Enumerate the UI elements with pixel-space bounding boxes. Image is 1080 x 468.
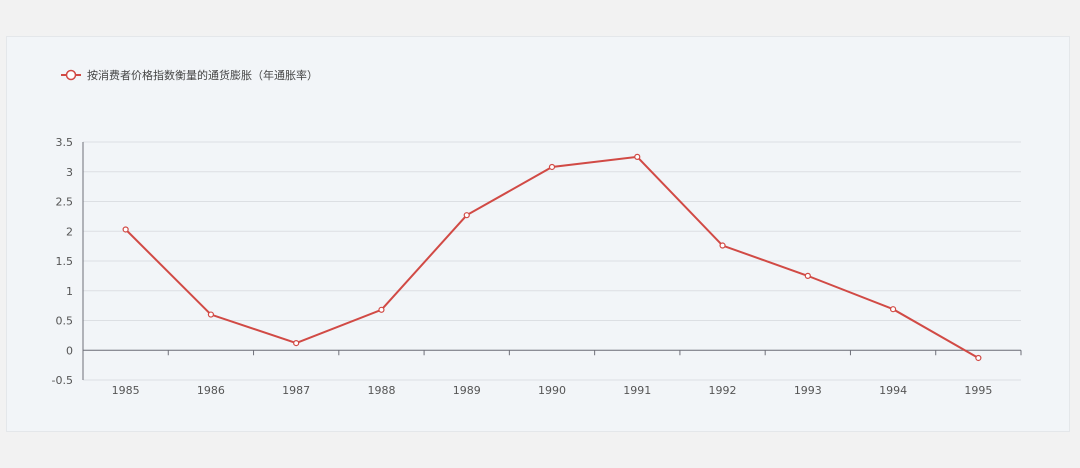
x-tick-label: 1991 bbox=[623, 384, 651, 397]
y-tick-label: 2 bbox=[66, 225, 73, 238]
x-axis: 1985 1986 1987 1988 1989 1990 1991 1992 1993 1994… bbox=[82, 349, 1022, 397]
y-tick-label: -0.5 bbox=[52, 374, 73, 387]
chart-panel: 按消费者价格指数衡量的通货膨胀（年通胀率） -0.5 0 0.5 1 1.5 2 2.5 3 3… bbox=[6, 36, 1070, 432]
data-point bbox=[463, 212, 470, 219]
data-point bbox=[975, 354, 982, 362]
x-tick-label: 1994 bbox=[879, 384, 907, 397]
y-tick-label: 1 bbox=[66, 285, 73, 298]
y-tick-label: 0 bbox=[66, 344, 73, 357]
x-tick-label: 1986 bbox=[197, 384, 225, 397]
y-tick-label: 2.5 bbox=[56, 196, 74, 209]
data-point bbox=[804, 272, 811, 279]
data-point bbox=[548, 163, 556, 171]
x-tick-label: 1992 bbox=[709, 384, 737, 397]
x-tick-label: 1987 bbox=[282, 384, 310, 397]
grid-lines bbox=[83, 141, 1021, 381]
x-tick-label: 1990 bbox=[538, 384, 566, 397]
x-tick-label: 1985 bbox=[112, 384, 140, 397]
data-point bbox=[207, 311, 215, 318]
y-tick-label: 3.5 bbox=[56, 136, 74, 149]
legend-marker bbox=[65, 69, 77, 81]
data-point bbox=[889, 306, 897, 313]
y-tick-label: 3 bbox=[66, 166, 73, 179]
data-point bbox=[719, 242, 726, 249]
x-tick-label: 1989 bbox=[453, 384, 481, 397]
x-tick-label: 1995 bbox=[964, 384, 992, 397]
y-axis: -0.5 0 0.5 1 1.5 2 2.5 3 3.5 bbox=[52, 136, 84, 387]
line-chart: 按消费者价格指数衡量的通货膨胀（年通胀率） -0.5 0 0.5 1 1.5 2 2.5 3 3… bbox=[52, 68, 1022, 397]
data-point bbox=[122, 226, 129, 233]
y-tick-label: 0.5 bbox=[56, 315, 74, 328]
legend[interactable]: 按消费者价格指数衡量的通货膨胀（年通胀率） bbox=[61, 68, 318, 82]
series-line bbox=[124, 155, 979, 359]
x-tick-label: 1993 bbox=[794, 384, 822, 397]
series-layer bbox=[122, 153, 982, 362]
legend-label: 按消费者价格指数衡量的通货膨胀（年通胀率） bbox=[87, 68, 318, 82]
data-point bbox=[634, 153, 641, 160]
x-tick-label: 1988 bbox=[367, 384, 395, 397]
y-tick-label: 1.5 bbox=[56, 255, 74, 268]
data-point bbox=[293, 340, 300, 347]
data-point bbox=[378, 306, 385, 313]
